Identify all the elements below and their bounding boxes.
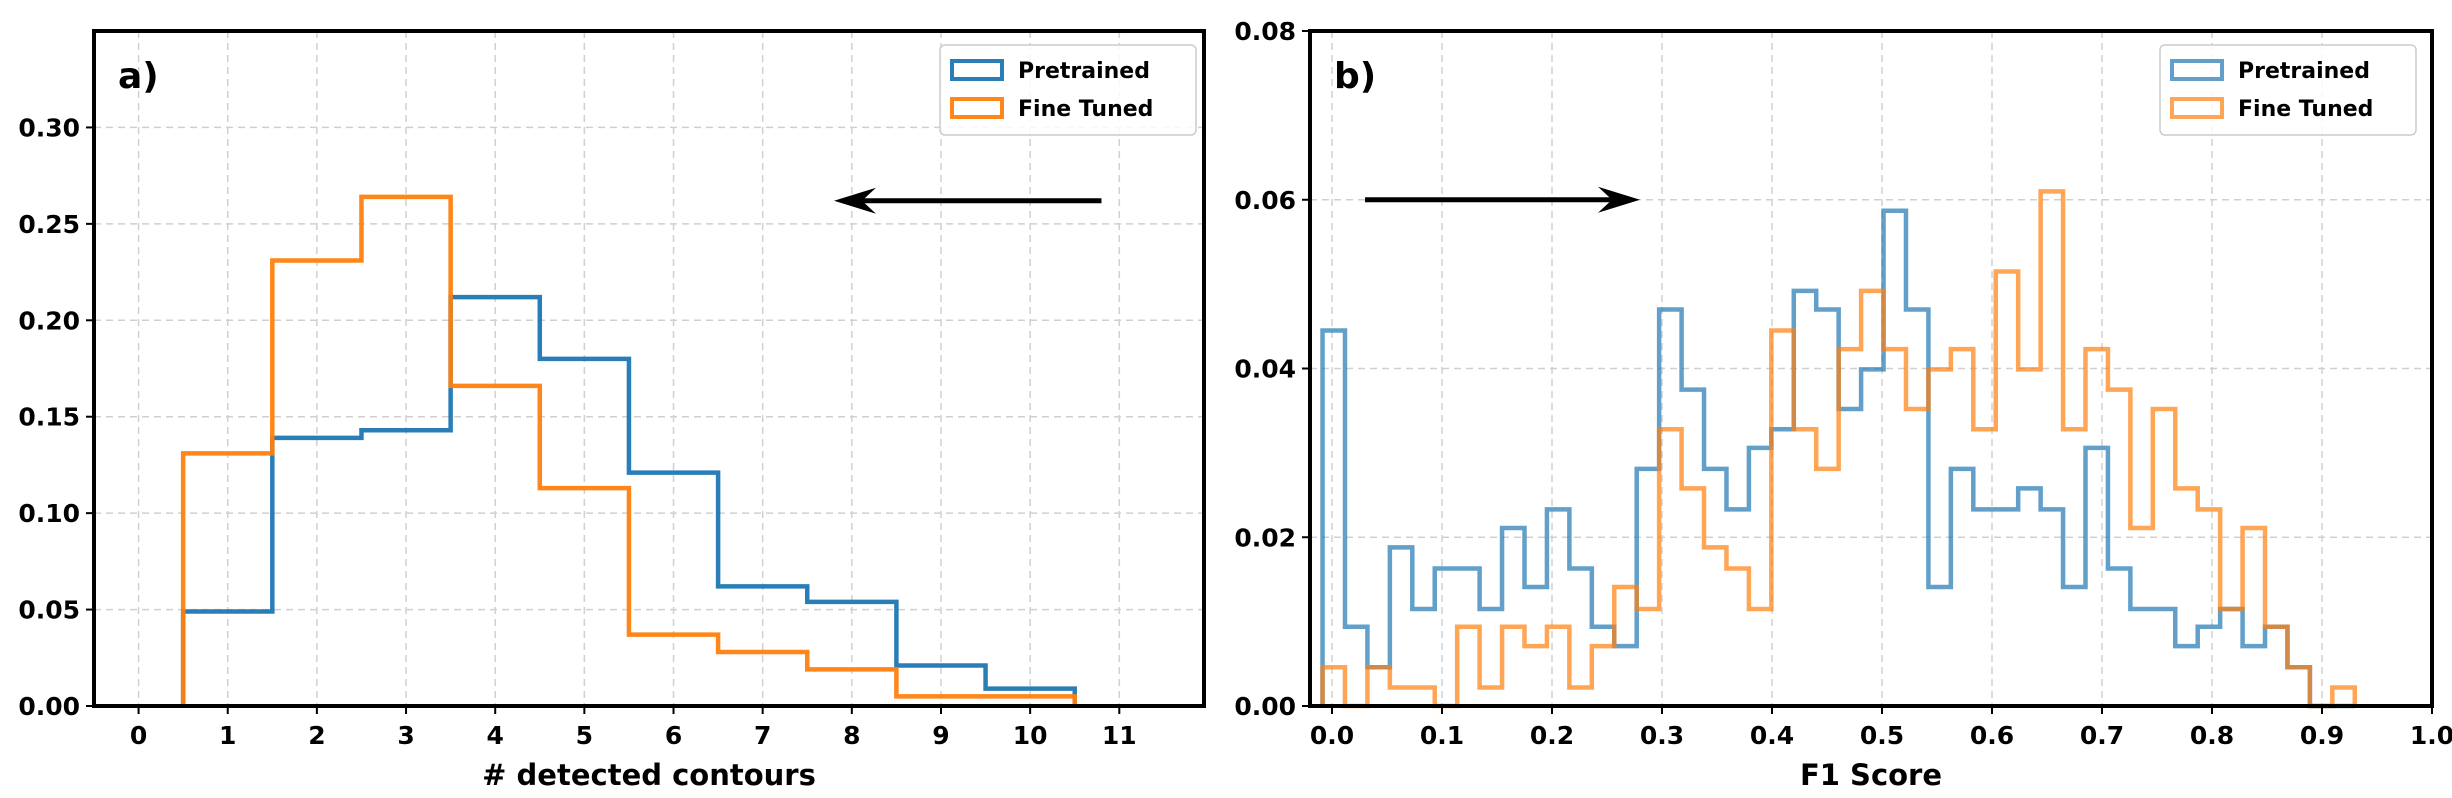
y-tick-label: 0.04 xyxy=(1234,355,1296,384)
annotation-arrow-head xyxy=(1598,186,1640,213)
x-tick-label: 11 xyxy=(1102,721,1137,750)
x-tick-label: 0.3 xyxy=(1640,721,1684,750)
y-tick-label: 0.20 xyxy=(18,306,80,335)
x-tick-label: 0.2 xyxy=(1530,721,1574,750)
panel-a-chart: 0 1 2 3 4 5 6 7 8 9 10 11 0.00 0.05 0.10 0.15 0.20 0.25 0.… xyxy=(18,29,1206,792)
x-tick-label: 0.0 xyxy=(1310,721,1354,750)
x-tick-label: 0.7 xyxy=(2080,721,2124,750)
legend-label: Fine Tuned xyxy=(2238,97,2373,122)
panel-b-chart: 0.0 0.1 0.2 0.3 0.4 0.5 0.6 0.7 0.8 0.9 1.0 0.00 0.0… xyxy=(1234,17,2452,792)
axes-frame xyxy=(92,29,1206,708)
x-tick-label: 6 xyxy=(665,721,682,750)
histogram-series-pretrained xyxy=(180,294,1077,706)
legend: Pretrained Fine Tuned xyxy=(2159,44,2417,136)
y-tick-label: 0.25 xyxy=(18,210,80,239)
x-axis-label: # detected contours xyxy=(482,758,816,792)
legend-swatch xyxy=(950,97,1004,119)
histogram-series-fine-tuned xyxy=(180,194,1077,706)
legend-label: Pretrained xyxy=(2238,59,2370,84)
x-tick-label: 0.6 xyxy=(1970,721,2014,750)
legend-swatch xyxy=(2170,59,2224,81)
panel-label: a) xyxy=(118,56,159,97)
x-tick-label: 0.1 xyxy=(1420,721,1464,750)
legend-label: Fine Tuned xyxy=(1018,97,1153,122)
x-tick-label: 0.8 xyxy=(2190,721,2234,750)
x-tick-label: 0.5 xyxy=(1860,721,1904,750)
histogram-series-fine-tuned xyxy=(1320,189,2358,709)
x-tick-label: 3 xyxy=(397,721,414,750)
y-tick-label: 0.06 xyxy=(1234,186,1296,215)
y-tick-label: 0.08 xyxy=(1234,17,1296,46)
x-axis-label: F1 Score xyxy=(1800,758,1942,792)
y-tick-label: 0.02 xyxy=(1234,523,1296,552)
x-tick-label: 0.4 xyxy=(1750,721,1794,750)
x-tick-label: 0.9 xyxy=(2300,721,2344,750)
x-tick-label: 5 xyxy=(576,721,593,750)
x-tick-label: 4 xyxy=(487,721,504,750)
annotation-arrow-head xyxy=(834,187,876,214)
y-tick-label: 0.00 xyxy=(1234,692,1296,721)
x-tick-label: 7 xyxy=(754,721,771,750)
legend: Pretrained Fine Tuned xyxy=(939,44,1197,136)
y-tick-label: 0.00 xyxy=(18,692,80,721)
x-tick-label: 10 xyxy=(1013,721,1048,750)
y-tick-label: 0.10 xyxy=(18,499,80,528)
x-tick-label: 1 xyxy=(219,721,236,750)
y-tick-label: 0.30 xyxy=(18,113,80,142)
y-tick-label: 0.15 xyxy=(18,403,80,432)
x-tick-label: 2 xyxy=(308,721,325,750)
panel-label: b) xyxy=(1334,56,1376,97)
x-tick-label: 8 xyxy=(843,721,860,750)
x-tick-label: 0 xyxy=(130,721,147,750)
histogram-series-pretrained xyxy=(1320,208,2355,709)
x-tick-label: 9 xyxy=(932,721,949,750)
legend-swatch xyxy=(950,59,1004,81)
legend-label: Pretrained xyxy=(1018,59,1150,84)
y-tick-label: 0.05 xyxy=(18,596,80,625)
legend-swatch xyxy=(2170,97,2224,119)
x-tick-label: 1.0 xyxy=(2410,721,2452,750)
